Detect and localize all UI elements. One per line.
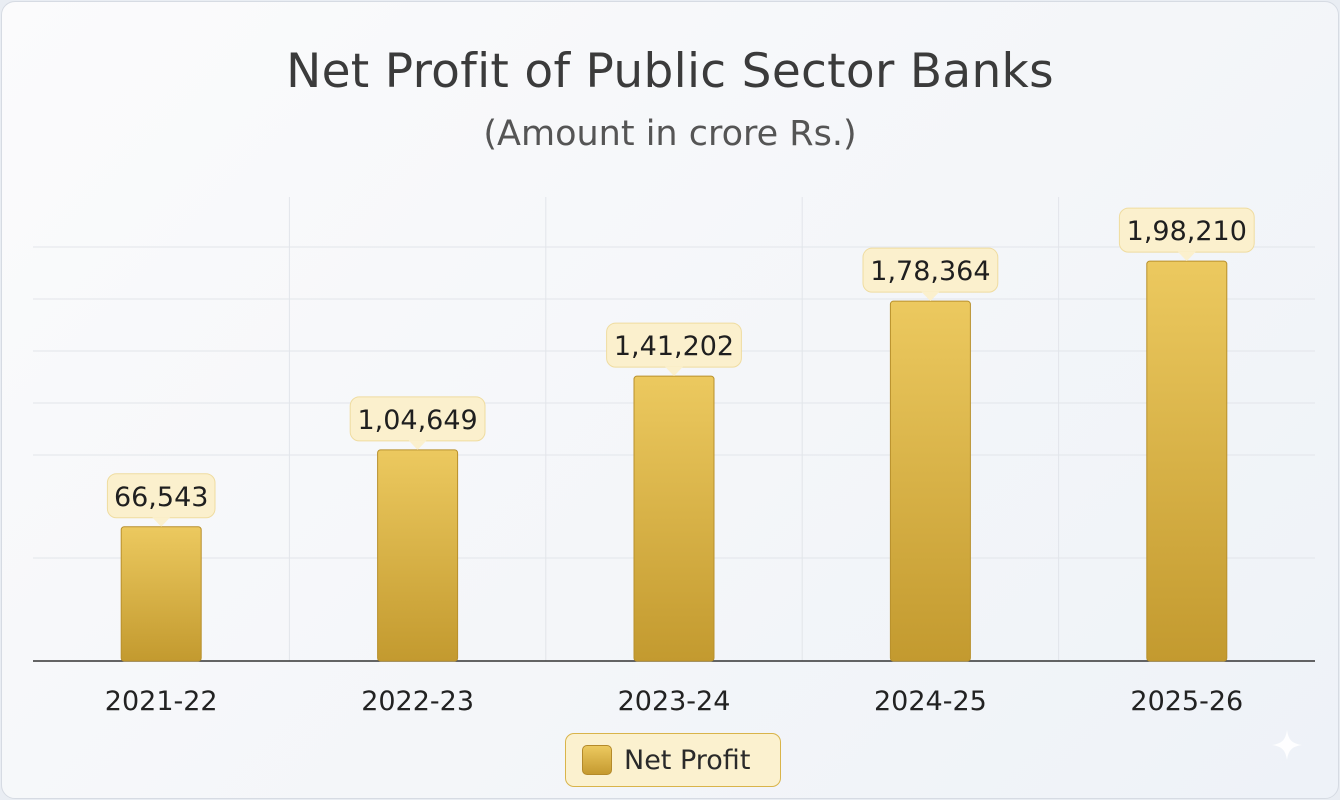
x-tick-label: 2022-23 — [361, 686, 474, 717]
legend-label: Net Profit — [624, 744, 751, 776]
chart-title: Net Profit of Public Sector Banks — [286, 44, 1054, 99]
svg-text:1,98,210: 1,98,210 — [1127, 216, 1247, 247]
x-tick-label: 2025-26 — [1130, 686, 1243, 717]
svg-text:1,04,649: 1,04,649 — [357, 405, 477, 436]
bars — [120, 260, 1228, 662]
sparkle-icon — [1272, 730, 1302, 760]
value-label: 66,543 — [106, 473, 216, 527]
svg-text:1,41,202: 1,41,202 — [614, 331, 734, 362]
x-tick-label: 2021-22 — [105, 686, 218, 717]
bar-2022-23 — [377, 449, 459, 662]
x-tick-labels: 2021-22 2022-23 2023-24 2024-25 2025-26 — [105, 686, 1243, 717]
legend-swatch — [582, 745, 612, 775]
value-label: 1,98,210 — [1118, 207, 1255, 262]
value-labels: 66,543 1,04,649 1,41,202 1,78,364 1,98,210 — [106, 207, 1255, 527]
svg-text:66,543: 66,543 — [114, 482, 208, 513]
bar-2023-24 — [633, 375, 715, 662]
bar-2021-22 — [120, 526, 202, 662]
chart-subtitle: (Amount in crore Rs.) — [483, 114, 857, 154]
value-label: 1,78,364 — [862, 247, 999, 302]
bar-2024-25 — [889, 300, 971, 662]
svg-text:1,78,364: 1,78,364 — [870, 256, 990, 287]
value-label: 1,41,202 — [606, 322, 742, 377]
legend: Net Profit — [565, 733, 781, 787]
x-tick-label: 2023-24 — [618, 686, 731, 717]
value-label: 1,04,649 — [349, 396, 486, 450]
bar-2025-26 — [1146, 260, 1228, 662]
x-tick-label: 2024-25 — [874, 686, 987, 717]
